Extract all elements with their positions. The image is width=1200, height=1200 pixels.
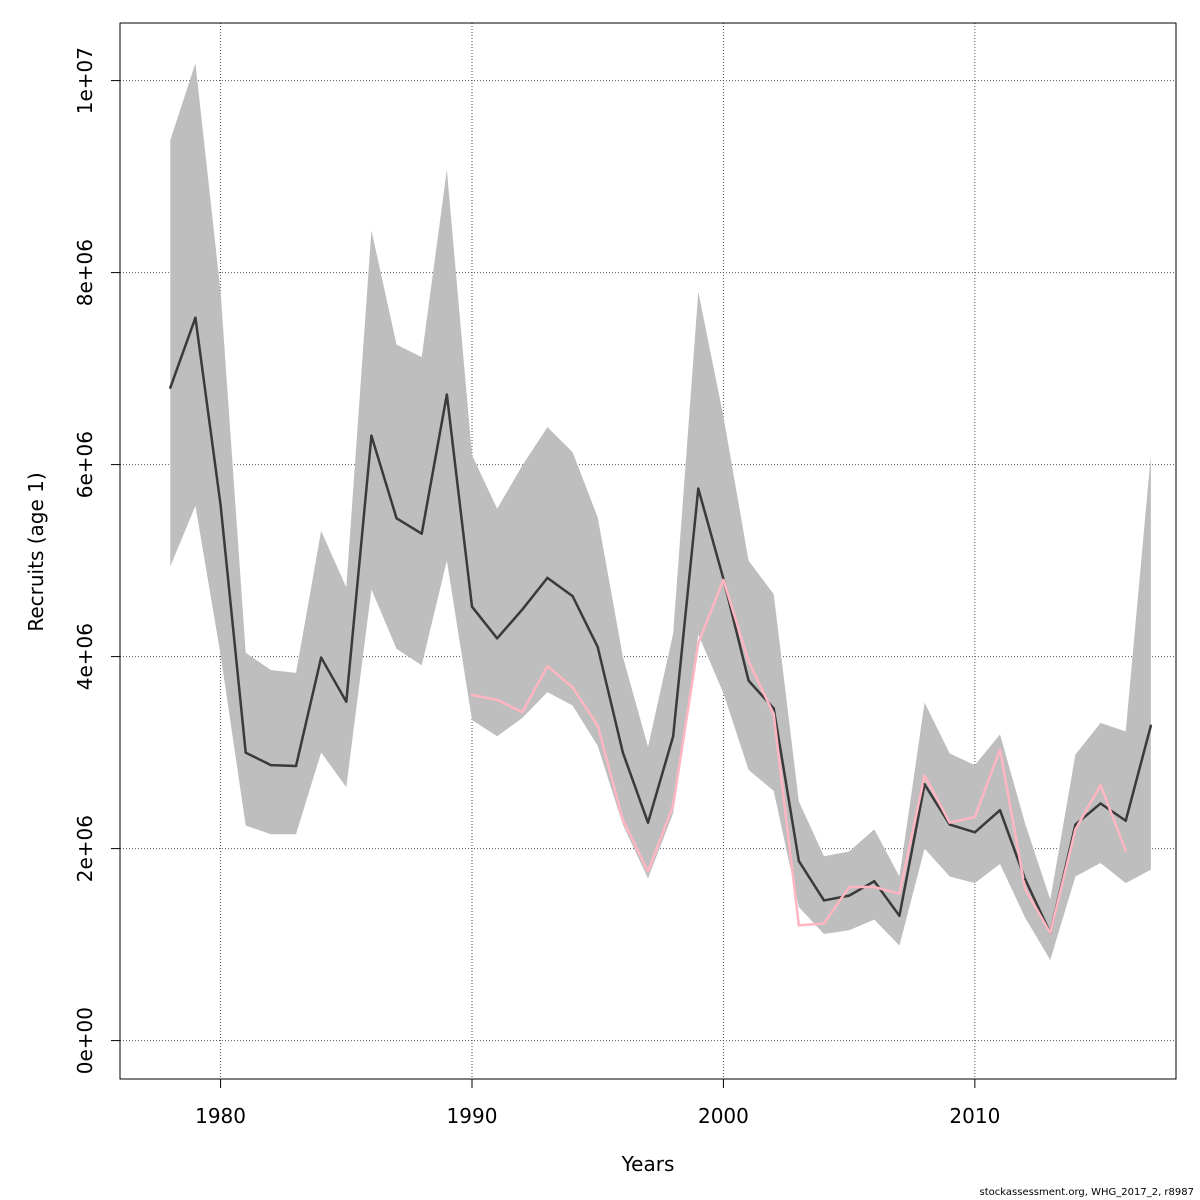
x-tick-label: 2000 xyxy=(698,1104,749,1128)
estimate-point xyxy=(294,764,298,768)
estimate-point xyxy=(244,751,247,754)
estimate-point xyxy=(546,576,549,580)
plot-frame xyxy=(119,22,1177,1080)
estimate-point xyxy=(646,821,650,824)
estimate-point xyxy=(923,783,926,786)
retrospective-point xyxy=(923,774,926,777)
estimate-point xyxy=(948,823,951,826)
estimate-point xyxy=(495,637,499,640)
estimate-point xyxy=(797,859,801,863)
estimate-point xyxy=(697,487,700,490)
x-axis: 1980 1990 2000 2010 xyxy=(195,1079,1000,1128)
estimate-point xyxy=(1149,724,1153,727)
retrospective-point xyxy=(571,686,574,689)
estimate-point xyxy=(269,763,273,767)
estimate-point xyxy=(521,608,524,611)
retrospective-point xyxy=(948,821,951,824)
retrospective-point xyxy=(772,713,775,716)
retrospective-point xyxy=(847,885,851,889)
estimate-point xyxy=(873,880,876,883)
estimate-point xyxy=(345,700,348,703)
retrospective-point xyxy=(596,724,599,727)
estimate-point xyxy=(772,707,775,710)
retrospective-point xyxy=(822,922,826,925)
retrospective-point xyxy=(495,698,499,701)
retrospective-point xyxy=(470,693,474,697)
retrospective-point xyxy=(898,892,901,895)
retrospective-point xyxy=(797,924,801,927)
retrospective-point xyxy=(646,870,650,873)
retrospective-point xyxy=(1124,849,1127,852)
estimate-point xyxy=(898,914,901,917)
estimate-point xyxy=(998,809,1002,812)
estimate-point xyxy=(822,899,826,902)
retrospective-point xyxy=(973,815,977,819)
confidence-band-area xyxy=(170,63,1151,960)
footer-credit: stockassessment.org, WHG_2017_2, r8987 xyxy=(979,1187,1194,1198)
estimate-point xyxy=(596,645,599,649)
confidence-band xyxy=(170,63,1151,960)
y-tick-label: 6e+06 xyxy=(73,431,97,498)
estimate-point xyxy=(445,393,449,396)
estimate-point xyxy=(194,316,197,319)
y-axis-label: Recruits (age 1) xyxy=(24,472,48,631)
retrospective-point xyxy=(521,711,524,714)
estimate-point xyxy=(571,594,574,598)
estimate-point xyxy=(1074,823,1077,826)
grid-lines xyxy=(120,23,1176,1079)
y-tick-label: 8e+06 xyxy=(73,239,97,306)
estimate-point xyxy=(319,656,323,659)
retrospective-point xyxy=(1074,828,1077,831)
retrospective-point xyxy=(671,804,675,807)
estimate-point xyxy=(169,386,172,389)
estimate-point xyxy=(1124,819,1127,822)
y-axis: 0e+00 2e+06 4e+06 6e+06 8e+06 1e+07 xyxy=(73,47,120,1074)
data-points xyxy=(169,316,1153,935)
retrospective-point xyxy=(1049,931,1052,935)
estimate-point xyxy=(847,894,851,897)
x-tick-label: 1980 xyxy=(195,1104,246,1128)
estimate-line xyxy=(169,316,1153,935)
retrospective-point xyxy=(747,660,750,663)
estimate-point xyxy=(747,679,750,682)
retrospective-point xyxy=(697,641,700,645)
x-tick-label: 2010 xyxy=(949,1104,1000,1128)
retrospective-point xyxy=(621,818,625,821)
x-axis-label: Years xyxy=(621,1152,675,1176)
retrospective-point xyxy=(546,665,549,668)
estimate-point xyxy=(470,605,474,608)
y-tick-label: 0e+00 xyxy=(73,1007,97,1074)
estimate-point xyxy=(420,532,423,535)
retrospective-point xyxy=(722,578,725,581)
retrospective-point xyxy=(873,885,876,889)
retrospective-point xyxy=(1099,784,1102,787)
retrospective-point xyxy=(998,748,1002,751)
estimate-point xyxy=(370,434,373,437)
retrospective-point xyxy=(1023,887,1027,891)
estimate-point xyxy=(671,735,675,738)
y-tick-label: 2e+06 xyxy=(73,815,97,882)
estimate-point xyxy=(219,503,222,507)
estimate-point xyxy=(1023,878,1027,881)
estimate-point xyxy=(395,517,398,520)
y-tick-label: 4e+06 xyxy=(73,623,97,690)
y-tick-label: 1e+07 xyxy=(73,47,97,114)
x-tick-label: 1990 xyxy=(447,1104,498,1128)
estimate-point xyxy=(973,831,977,834)
estimate-point xyxy=(1099,802,1102,805)
estimate-point xyxy=(621,751,625,754)
